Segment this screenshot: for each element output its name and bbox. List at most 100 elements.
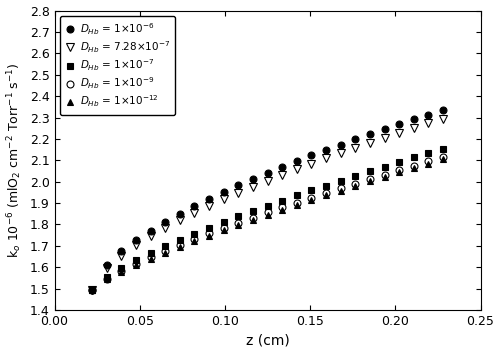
$D_{Hb}$ = 1×10$^{-12}$ bbox=[279, 208, 285, 212]
$D_{Hb}$ = 1×10$^{-6}$ bbox=[177, 211, 183, 216]
$D_{Hb}$ = 1×10$^{-7}$ bbox=[264, 204, 270, 208]
$D_{Hb}$ = 1×10$^{-12}$ bbox=[352, 184, 358, 188]
$D_{Hb}$ = 7.28×10$^{-7}$ bbox=[411, 126, 417, 130]
$D_{Hb}$ = 7.28×10$^{-7}$ bbox=[367, 140, 373, 145]
$D_{Hb}$ = 1×10$^{-9}$ bbox=[323, 191, 329, 195]
$D_{Hb}$ = 1×10$^{-9}$ bbox=[411, 164, 417, 168]
$D_{Hb}$ = 1×10$^{-12}$ bbox=[338, 189, 344, 193]
$D_{Hb}$ = 1×10$^{-7}$ bbox=[440, 146, 446, 151]
$D_{Hb}$ = 7.28×10$^{-7}$ bbox=[220, 197, 226, 201]
$D_{Hb}$ = 1×10$^{-7}$ bbox=[250, 209, 256, 213]
$D_{Hb}$ = 7.28×10$^{-7}$ bbox=[250, 185, 256, 189]
$D_{Hb}$ = 1×10$^{-12}$ bbox=[206, 233, 212, 238]
$D_{Hb}$ = 1×10$^{-7}$ bbox=[118, 266, 124, 270]
$D_{Hb}$ = 7.28×10$^{-7}$ bbox=[177, 218, 183, 222]
$D_{Hb}$ = 7.28×10$^{-7}$ bbox=[192, 211, 198, 215]
$D_{Hb}$ = 7.28×10$^{-7}$ bbox=[338, 151, 344, 155]
$D_{Hb}$ = 1×10$^{-12}$ bbox=[236, 223, 242, 227]
$D_{Hb}$ = 1×10$^{-12}$ bbox=[250, 218, 256, 222]
$D_{Hb}$ = 1×10$^{-6}$ bbox=[264, 170, 270, 175]
$D_{Hb}$ = 1×10$^{-6}$ bbox=[162, 220, 168, 224]
$D_{Hb}$ = 1×10$^{-9}$ bbox=[440, 155, 446, 159]
$D_{Hb}$ = 1×10$^{-9}$ bbox=[352, 182, 358, 186]
Line: $D_{Hb}$ = 1×10$^{-9}$: $D_{Hb}$ = 1×10$^{-9}$ bbox=[88, 154, 446, 293]
$D_{Hb}$ = 1×10$^{-12}$ bbox=[177, 245, 183, 249]
$D_{Hb}$ = 1×10$^{-7}$ bbox=[192, 232, 198, 236]
$D_{Hb}$ = 7.28×10$^{-7}$ bbox=[264, 179, 270, 183]
$D_{Hb}$ = 1×10$^{-7}$ bbox=[367, 169, 373, 173]
$D_{Hb}$ = 1×10$^{-7}$ bbox=[426, 151, 432, 155]
$D_{Hb}$ = 7.28×10$^{-7}$ bbox=[396, 131, 402, 135]
$D_{Hb}$ = 1×10$^{-12}$ bbox=[89, 288, 95, 292]
$D_{Hb}$ = 1×10$^{-9}$ bbox=[148, 255, 154, 259]
$D_{Hb}$ = 1×10$^{-9}$ bbox=[177, 243, 183, 247]
$D_{Hb}$ = 1×10$^{-7}$ bbox=[220, 220, 226, 224]
Line: $D_{Hb}$ = 1×10$^{-7}$: $D_{Hb}$ = 1×10$^{-7}$ bbox=[88, 145, 446, 293]
$D_{Hb}$ = 1×10$^{-6}$ bbox=[89, 288, 95, 292]
$D_{Hb}$ = 1×10$^{-7}$ bbox=[133, 258, 139, 262]
Y-axis label: k$_o$ 10$^{-6}$ (mlO$_2$ cm$^{-2}$ Torr$^{-1}$ s$^{-1}$): k$_o$ 10$^{-6}$ (mlO$_2$ cm$^{-2}$ Torr$… bbox=[6, 62, 25, 258]
$D_{Hb}$ = 1×10$^{-6}$ bbox=[236, 183, 242, 187]
$D_{Hb}$ = 1×10$^{-9}$ bbox=[279, 205, 285, 210]
$D_{Hb}$ = 7.28×10$^{-7}$ bbox=[118, 253, 124, 258]
$D_{Hb}$ = 7.28×10$^{-7}$ bbox=[104, 266, 110, 270]
$D_{Hb}$ = 1×10$^{-12}$ bbox=[148, 257, 154, 261]
$D_{Hb}$ = 1×10$^{-7}$ bbox=[236, 214, 242, 219]
$D_{Hb}$ = 1×10$^{-7}$ bbox=[396, 160, 402, 164]
$D_{Hb}$ = 1×10$^{-9}$ bbox=[426, 159, 432, 163]
$D_{Hb}$ = 1×10$^{-7}$ bbox=[352, 174, 358, 178]
$D_{Hb}$ = 1×10$^{-12}$ bbox=[133, 263, 139, 267]
$D_{Hb}$ = 1×10$^{-12}$ bbox=[104, 277, 110, 282]
$D_{Hb}$ = 1×10$^{-9}$ bbox=[220, 226, 226, 230]
$D_{Hb}$ = 1×10$^{-7}$ bbox=[104, 275, 110, 279]
$D_{Hb}$ = 1×10$^{-7}$ bbox=[382, 164, 388, 169]
$D_{Hb}$ = 1×10$^{-6}$ bbox=[104, 263, 110, 267]
$D_{Hb}$ = 7.28×10$^{-7}$ bbox=[308, 162, 314, 166]
$D_{Hb}$ = 1×10$^{-12}$ bbox=[382, 175, 388, 179]
$D_{Hb}$ = 1×10$^{-6}$ bbox=[133, 238, 139, 242]
$D_{Hb}$ = 7.28×10$^{-7}$ bbox=[148, 234, 154, 238]
Legend: $D_{Hb}$ = 1×10$^{-6}$, $D_{Hb}$ = 7.28×10$^{-7}$, $D_{Hb}$ = 1×10$^{-7}$, $D_{H: $D_{Hb}$ = 1×10$^{-6}$, $D_{Hb}$ = 7.28×… bbox=[60, 16, 175, 115]
$D_{Hb}$ = 1×10$^{-6}$ bbox=[440, 108, 446, 112]
$D_{Hb}$ = 7.28×10$^{-7}$ bbox=[236, 191, 242, 195]
$D_{Hb}$ = 1×10$^{-9}$ bbox=[250, 215, 256, 220]
$D_{Hb}$ = 7.28×10$^{-7}$ bbox=[206, 204, 212, 208]
$D_{Hb}$ = 1×10$^{-12}$ bbox=[220, 228, 226, 232]
$D_{Hb}$ = 1×10$^{-7}$ bbox=[89, 288, 95, 292]
$D_{Hb}$ = 1×10$^{-9}$ bbox=[236, 221, 242, 225]
$D_{Hb}$ = 1×10$^{-9}$ bbox=[367, 177, 373, 181]
$D_{Hb}$ = 1×10$^{-12}$ bbox=[118, 270, 124, 274]
$D_{Hb}$ = 1×10$^{-12}$ bbox=[440, 157, 446, 161]
$D_{Hb}$ = 1×10$^{-6}$ bbox=[396, 122, 402, 126]
$D_{Hb}$ = 1×10$^{-6}$ bbox=[352, 137, 358, 142]
$D_{Hb}$ = 1×10$^{-6}$ bbox=[294, 159, 300, 163]
$D_{Hb}$ = 1×10$^{-9}$ bbox=[396, 168, 402, 172]
$D_{Hb}$ = 1×10$^{-7}$ bbox=[162, 244, 168, 248]
$D_{Hb}$ = 1×10$^{-9}$ bbox=[338, 186, 344, 191]
$D_{Hb}$ = 1×10$^{-6}$ bbox=[220, 190, 226, 194]
$D_{Hb}$ = 1×10$^{-6}$ bbox=[250, 177, 256, 181]
X-axis label: z (cm): z (cm) bbox=[246, 334, 290, 347]
$D_{Hb}$ = 1×10$^{-12}$ bbox=[426, 161, 432, 166]
$D_{Hb}$ = 1×10$^{-12}$ bbox=[367, 179, 373, 184]
$D_{Hb}$ = 1×10$^{-7}$ bbox=[294, 193, 300, 198]
$D_{Hb}$ = 1×10$^{-9}$ bbox=[89, 288, 95, 292]
$D_{Hb}$ = 1×10$^{-9}$ bbox=[192, 237, 198, 241]
$D_{Hb}$ = 1×10$^{-12}$ bbox=[294, 203, 300, 207]
$D_{Hb}$ = 1×10$^{-9}$ bbox=[133, 261, 139, 265]
$D_{Hb}$ = 1×10$^{-6}$ bbox=[367, 132, 373, 136]
$D_{Hb}$ = 1×10$^{-7}$ bbox=[206, 226, 212, 230]
$D_{Hb}$ = 1×10$^{-7}$ bbox=[338, 179, 344, 183]
$D_{Hb}$ = 1×10$^{-12}$ bbox=[323, 193, 329, 197]
$D_{Hb}$ = 1×10$^{-7}$ bbox=[308, 189, 314, 193]
$D_{Hb}$ = 1×10$^{-12}$ bbox=[192, 239, 198, 243]
$D_{Hb}$ = 1×10$^{-6}$ bbox=[308, 153, 314, 157]
$D_{Hb}$ = 1×10$^{-12}$ bbox=[264, 213, 270, 217]
$D_{Hb}$ = 1×10$^{-9}$ bbox=[118, 269, 124, 273]
$D_{Hb}$ = 1×10$^{-7}$ bbox=[279, 198, 285, 203]
$D_{Hb}$ = 7.28×10$^{-7}$ bbox=[279, 173, 285, 177]
$D_{Hb}$ = 7.28×10$^{-7}$ bbox=[426, 121, 432, 125]
$D_{Hb}$ = 1×10$^{-7}$ bbox=[411, 155, 417, 160]
$D_{Hb}$ = 7.28×10$^{-7}$ bbox=[323, 156, 329, 160]
$D_{Hb}$ = 7.28×10$^{-7}$ bbox=[133, 243, 139, 247]
